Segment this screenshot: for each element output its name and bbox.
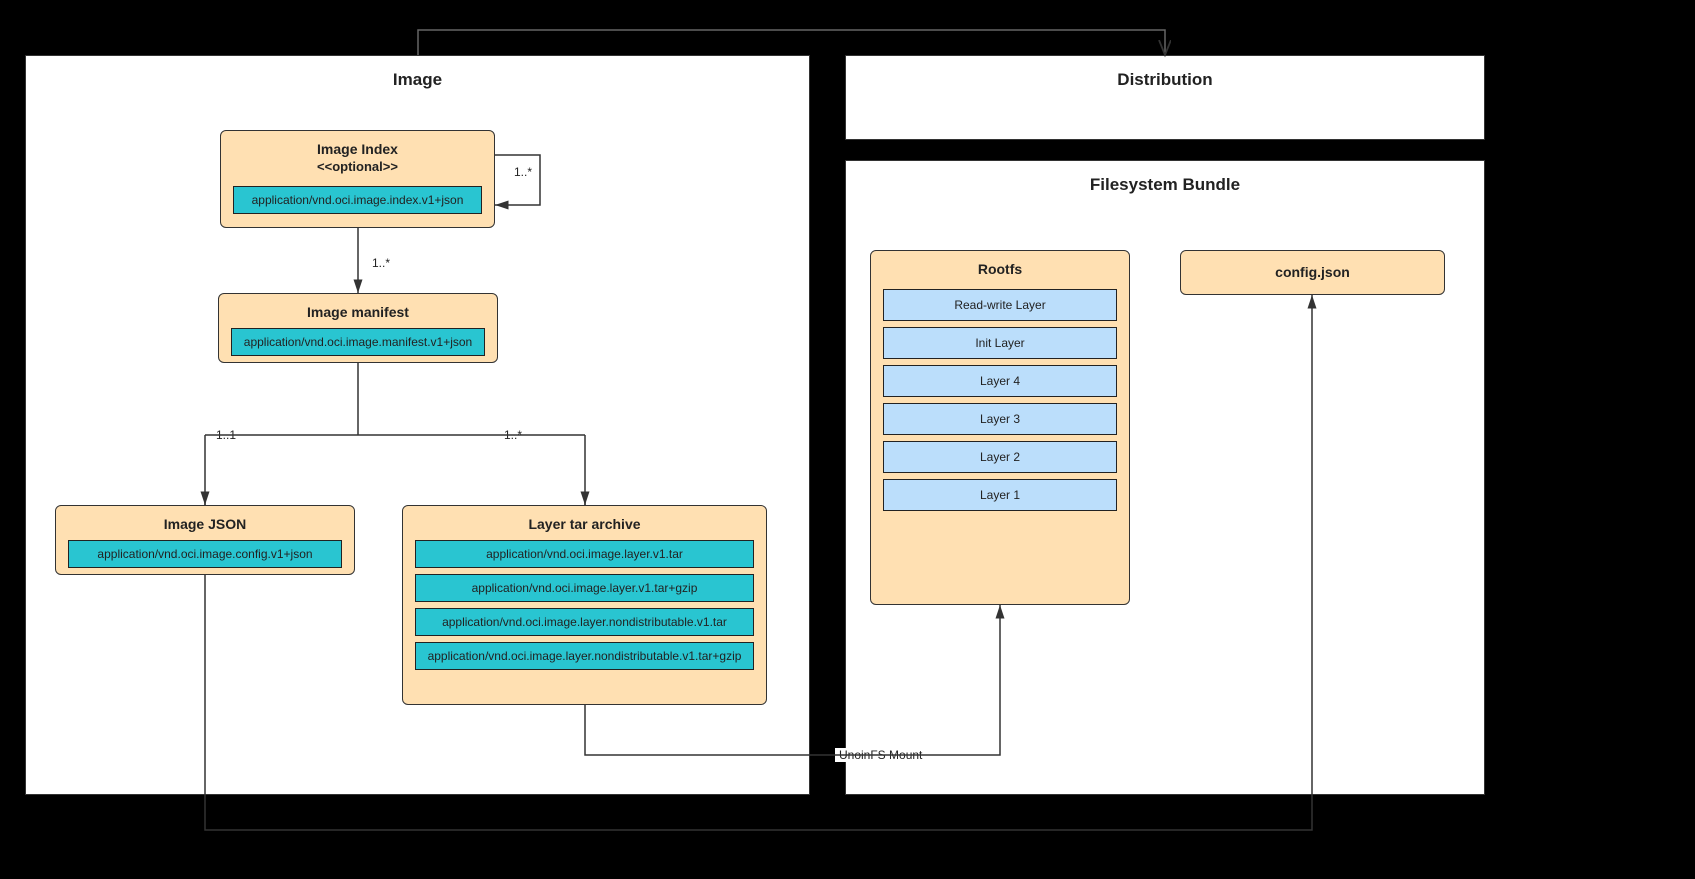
chip-layer-tar-0: application/vnd.oci.image.layer.v1.tar [415,540,754,568]
chip-image-manifest-0: application/vnd.oci.image.manifest.v1+js… [231,328,485,356]
node-image-index: Image Index <<optional>> application/vnd… [220,130,495,228]
label-index-self: 1..* [510,165,536,179]
chip-rootfs-2: Layer 4 [883,365,1117,397]
node-image-index-subtitle: <<optional>> [221,159,494,180]
node-config-json: config.json [1180,250,1445,295]
chip-image-json-0: application/vnd.oci.image.config.v1+json [68,540,342,568]
chip-image-index-0: application/vnd.oci.image.index.v1+json [233,186,482,214]
label-manifest-to-json: 1..1 [212,428,240,442]
chip-rootfs-5: Layer 1 [883,479,1117,511]
chip-layer-tar-1: application/vnd.oci.image.layer.v1.tar+g… [415,574,754,602]
diagram-canvas: Image Distribution Filesystem Bundle Ima… [0,0,1695,879]
label-unoinfs: UnoinFS Mount [835,748,926,762]
node-image-json-title: Image JSON [56,506,354,534]
chip-rootfs-4: Layer 2 [883,441,1117,473]
node-image-manifest-title: Image manifest [219,294,497,322]
chip-rootfs-3: Layer 3 [883,403,1117,435]
chip-layer-tar-2: application/vnd.oci.image.layer.nondistr… [415,608,754,636]
node-config-json-title: config.json [1181,251,1444,293]
edge-image-to-dist [418,30,1165,55]
container-bundle-title: Filesystem Bundle [846,161,1484,195]
node-layer-tar-title: Layer tar archive [403,506,766,534]
label-manifest-to-layer: 1..* [500,428,526,442]
chip-layer-tar-3: application/vnd.oci.image.layer.nondistr… [415,642,754,670]
node-image-manifest: Image manifest application/vnd.oci.image… [218,293,498,363]
node-rootfs-title: Rootfs [871,251,1129,283]
node-image-json: Image JSON application/vnd.oci.image.con… [55,505,355,575]
node-rootfs: Rootfs Read-write Layer Init Layer Layer… [870,250,1130,605]
container-image-title: Image [26,56,809,90]
label-index-to-manifest: 1..* [368,256,394,270]
container-distribution: Distribution [845,55,1485,140]
node-image-index-title: Image Index [221,131,494,159]
chip-rootfs-1: Init Layer [883,327,1117,359]
container-distribution-title: Distribution [846,56,1484,90]
node-layer-tar: Layer tar archive application/vnd.oci.im… [402,505,767,705]
chip-rootfs-0: Read-write Layer [883,289,1117,321]
